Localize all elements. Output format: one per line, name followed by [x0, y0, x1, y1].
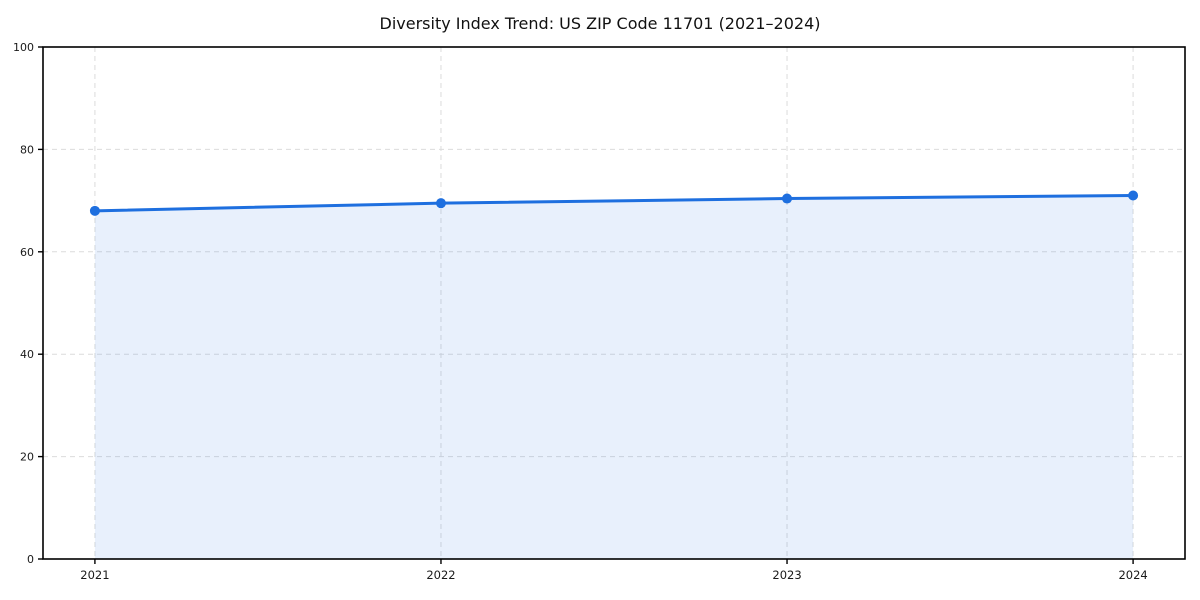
- x-axis-tick-label: 2021: [80, 568, 109, 582]
- plot-frame: [42, 46, 1186, 560]
- y-axis-tick-label: 100: [13, 41, 34, 54]
- y-axis-tick-label: 0: [27, 553, 34, 566]
- y-axis-tick-label: 20: [20, 451, 34, 464]
- chart-title: Diversity Index Trend: US ZIP Code 11701…: [379, 14, 821, 33]
- trend-line: [93, 193, 1135, 213]
- x-axis-tick-label: 2024: [1118, 568, 1147, 582]
- y-axis-tick-label: 60: [20, 246, 34, 259]
- y-axis-tick-label: 40: [20, 348, 34, 361]
- data-point-marker: [435, 198, 446, 209]
- area-fill: [94, 195, 1134, 560]
- y-axis-tick-label: 80: [20, 143, 34, 156]
- data-point-marker: [89, 205, 100, 216]
- data-point-marker: [1128, 190, 1139, 201]
- data-point-marker: [782, 193, 793, 204]
- x-axis-tick-label: 2022: [426, 568, 455, 582]
- x-axis-tick-label: 2023: [772, 568, 801, 582]
